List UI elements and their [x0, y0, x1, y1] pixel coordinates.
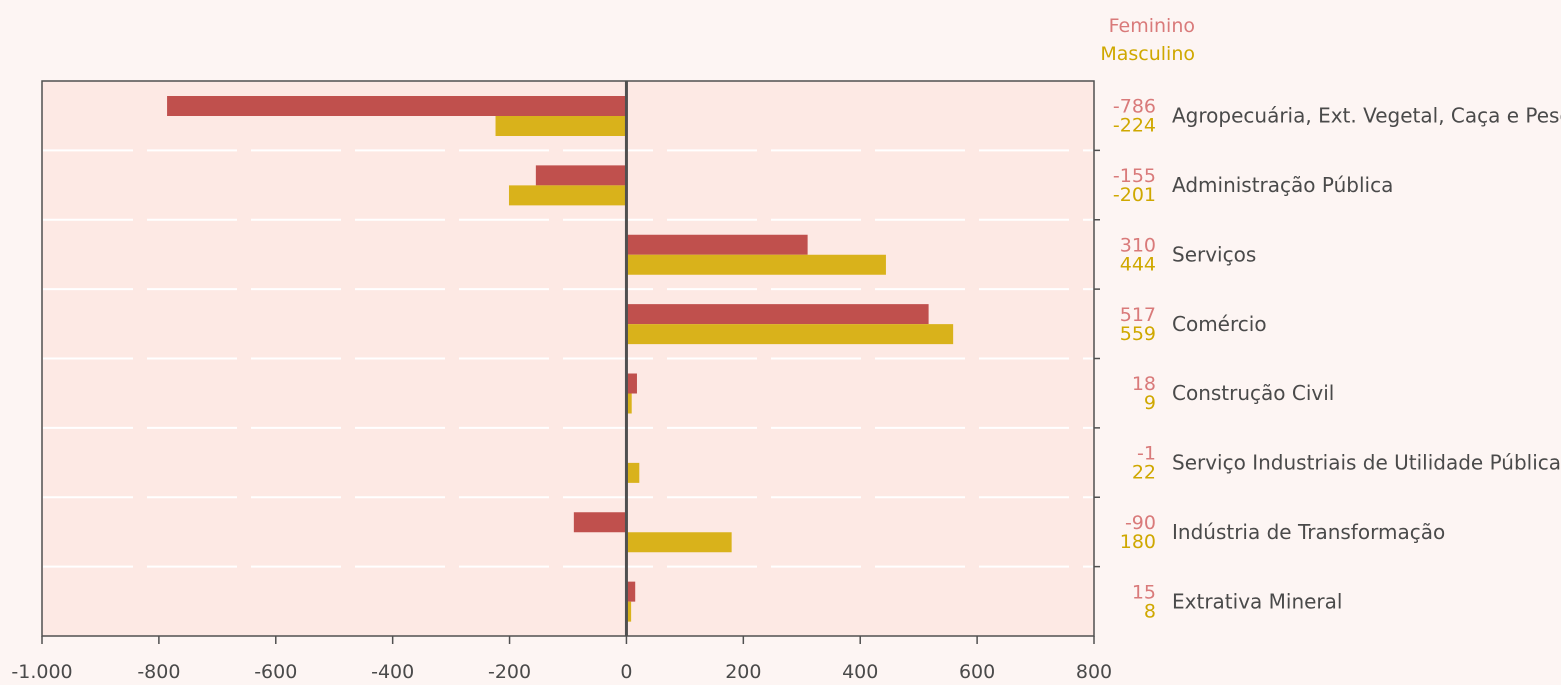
x-tick-label: -200 — [488, 661, 531, 683]
x-tick-label: -1.000 — [11, 661, 72, 683]
bar-masculino — [508, 185, 627, 206]
category-label: Administração Pública — [1172, 173, 1393, 197]
value-label-masculino: -224 — [1113, 115, 1156, 137]
value-label-feminino: 310 — [1120, 234, 1156, 256]
value-label-masculino: -201 — [1113, 184, 1156, 206]
bar-feminino — [626, 304, 929, 325]
value-label-feminino: 517 — [1120, 304, 1156, 326]
category-label: Agropecuária, Ext. Vegetal, Caça e Pesca — [1172, 104, 1561, 128]
bar-feminino — [573, 512, 627, 533]
value-label-feminino: 15 — [1132, 581, 1156, 603]
value-label-masculino: 444 — [1120, 253, 1156, 275]
value-label-masculino: 22 — [1132, 462, 1156, 484]
legend-masculino: Masculino — [1100, 43, 1195, 65]
bar-feminino — [626, 373, 637, 394]
value-label-feminino: 18 — [1132, 373, 1156, 395]
category-label: Comércio — [1172, 312, 1267, 336]
value-label-masculino: 559 — [1120, 323, 1156, 345]
bar-masculino — [626, 601, 632, 622]
category-label: Indústria de Transformação — [1172, 520, 1445, 544]
category-label: Serviços — [1172, 242, 1256, 266]
x-tick-label: -600 — [254, 661, 297, 683]
bar-masculino — [626, 324, 954, 345]
value-label-masculino: 180 — [1120, 531, 1156, 553]
category-label: Serviço Industriais de Utilidade Pública — [1172, 451, 1561, 475]
bar-masculino — [495, 116, 627, 136]
value-label-feminino: -786 — [1113, 96, 1156, 118]
value-label-feminino: -1 — [1137, 443, 1156, 465]
category-label: Construção Civil — [1172, 381, 1334, 405]
bar-feminino — [626, 234, 808, 255]
bar-masculino — [626, 393, 632, 414]
axes: -1.000 -800 -600 -400 -200 0 200 400 600 800 — [11, 81, 1112, 683]
bar-feminino — [535, 165, 627, 186]
category-label: Extrativa Mineral — [1172, 589, 1342, 613]
value-label-feminino: -155 — [1113, 165, 1156, 187]
x-tick-label: -800 — [137, 661, 180, 683]
value-label-feminino: -90 — [1125, 512, 1156, 534]
bar-masculino — [626, 462, 640, 483]
value-label-masculino: 9 — [1144, 392, 1156, 414]
bars — [167, 96, 954, 622]
legend-feminino: Feminino — [1109, 15, 1195, 37]
x-tick-label: 200 — [725, 661, 761, 683]
x-tick-label: -400 — [371, 661, 414, 683]
value-label-masculino: 8 — [1144, 600, 1156, 622]
x-tick-label: 0 — [620, 661, 632, 683]
category-labels: -786-224 Agropecuária, Ext. Vegetal, Caça… — [1113, 96, 1561, 623]
bar-feminino — [626, 581, 636, 602]
x-tick-label: 800 — [1076, 661, 1112, 683]
legend: Feminino Masculino — [1100, 15, 1195, 65]
x-tick-label: 400 — [842, 661, 878, 683]
x-tick-label: 600 — [959, 661, 995, 683]
bar-masculino — [626, 254, 886, 275]
bar-masculino — [626, 532, 732, 553]
gridlines — [43, 149, 1093, 568]
bar-feminino — [167, 96, 627, 116]
